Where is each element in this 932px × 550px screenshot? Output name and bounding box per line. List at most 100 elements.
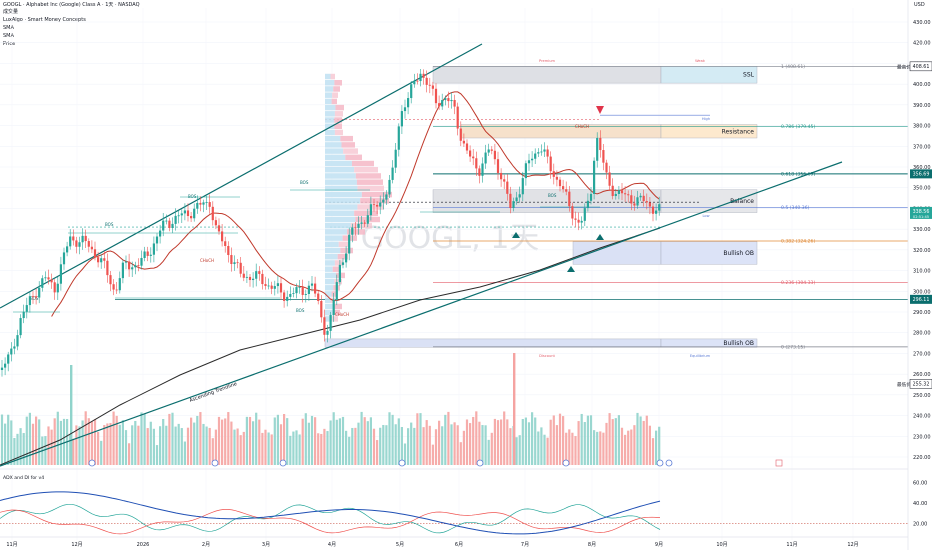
candle-body	[137, 265, 140, 266]
zone-label: Bullish OB	[723, 250, 754, 257]
candle-body	[345, 253, 348, 263]
candle-body	[109, 275, 112, 285]
volume-bar	[513, 353, 516, 465]
indicator-label-smc[interactable]: LuxAlgo · Smart Money Concepts	[3, 17, 86, 23]
vp-bar	[334, 278, 342, 285]
vp-bar	[325, 104, 336, 111]
candle-body	[531, 158, 534, 161]
candle-body	[78, 242, 81, 247]
candle-body	[171, 223, 174, 228]
volume-bar	[165, 425, 168, 465]
volume-bar	[444, 414, 447, 465]
volume-bar	[0, 414, 4, 465]
vp-bar	[325, 235, 343, 241]
volume-bar	[577, 421, 580, 465]
volume-bar	[143, 414, 146, 465]
volume-bar	[534, 417, 537, 465]
candle-body	[341, 262, 345, 265]
candle-body	[527, 160, 531, 164]
volume-bar	[422, 427, 425, 465]
volume-bar	[348, 436, 351, 465]
vp-bar	[325, 191, 362, 198]
volume-bar	[208, 427, 211, 465]
candle-body	[518, 194, 521, 198]
indicator-label-sma-2[interactable]: SMA	[3, 33, 14, 39]
volume-bar	[357, 422, 360, 465]
volume-bar	[540, 427, 543, 465]
candle-body	[403, 107, 407, 112]
volume-bar	[162, 418, 165, 465]
price-badge-caption: 最低价	[897, 381, 911, 388]
candle-body	[28, 296, 31, 306]
indicator-label-price[interactable]: Price	[3, 41, 16, 47]
volume-indicator-label[interactable]: 成交量	[3, 9, 19, 15]
candle-body	[93, 249, 97, 258]
vp-bar	[343, 148, 358, 154]
candle-body	[323, 317, 326, 335]
volume-bar	[410, 422, 413, 465]
volume-bar	[403, 443, 407, 465]
volume-bar	[56, 411, 59, 465]
y-tick-label: 360.00	[913, 165, 931, 171]
candle-body	[307, 285, 310, 294]
volume-bar	[624, 434, 627, 465]
vp-bar	[325, 135, 341, 142]
zone-box	[432, 66, 662, 84]
candle-body	[329, 314, 332, 331]
candle-body	[630, 195, 633, 204]
candle-body	[639, 195, 642, 198]
overlay-lines: Ascending Trendline BOS BOS BOS BOS BOS BOS CHo…	[0, 43, 843, 467]
volume-bar	[146, 428, 149, 465]
x-tick-label: 7月	[521, 542, 529, 548]
zone-label: Bullish OB	[723, 340, 754, 347]
volume-bar	[515, 437, 518, 465]
vp-bar	[341, 142, 355, 148]
volume-bar	[112, 411, 115, 465]
volume-bar	[270, 434, 273, 465]
vp-bar	[325, 185, 358, 192]
price-badge	[910, 294, 932, 304]
candle-body	[41, 278, 44, 288]
candle-body	[332, 299, 335, 315]
vp-bar	[332, 92, 338, 98]
zone-extension	[660, 124, 758, 139]
candle-body	[221, 231, 224, 242]
volume-bar	[7, 414, 10, 465]
volume-bar	[527, 422, 531, 465]
candle-body	[438, 103, 441, 107]
volume-bar	[617, 415, 620, 465]
structure-label: BOS	[188, 194, 197, 199]
candle-body	[512, 201, 515, 208]
volume-bar	[239, 435, 242, 465]
vp-bar	[347, 229, 365, 235]
trendline-label: Ascending Trendline	[189, 381, 238, 404]
candle-body	[651, 206, 655, 214]
volume-bar	[537, 431, 540, 465]
candle-body	[168, 220, 171, 228]
price-badge	[909, 61, 932, 72]
candle-body	[583, 208, 586, 221]
y-tick-label: 300.00	[913, 289, 931, 295]
candle-body	[382, 199, 385, 203]
candle-body	[484, 152, 487, 164]
candle-body	[642, 195, 645, 202]
volume-bar	[242, 431, 245, 465]
volume-bar	[310, 415, 314, 465]
candle-body	[50, 279, 53, 283]
vp-bar	[334, 123, 342, 129]
volume-bar	[35, 416, 38, 465]
candle-body	[131, 267, 134, 270]
volume-bar	[90, 421, 93, 465]
indicator-tick: 20.00	[913, 522, 927, 528]
volume-bar	[407, 428, 410, 465]
volume-bar	[276, 414, 279, 465]
indicator-label-sma-1[interactable]: SMA	[3, 25, 14, 31]
volume-bar	[252, 421, 255, 465]
ascending-trendline	[0, 161, 843, 467]
volume-bar	[19, 428, 22, 465]
candle-body	[431, 85, 434, 89]
candle-body	[75, 240, 78, 247]
volume-bar	[78, 426, 81, 465]
volume-bar	[459, 442, 462, 465]
